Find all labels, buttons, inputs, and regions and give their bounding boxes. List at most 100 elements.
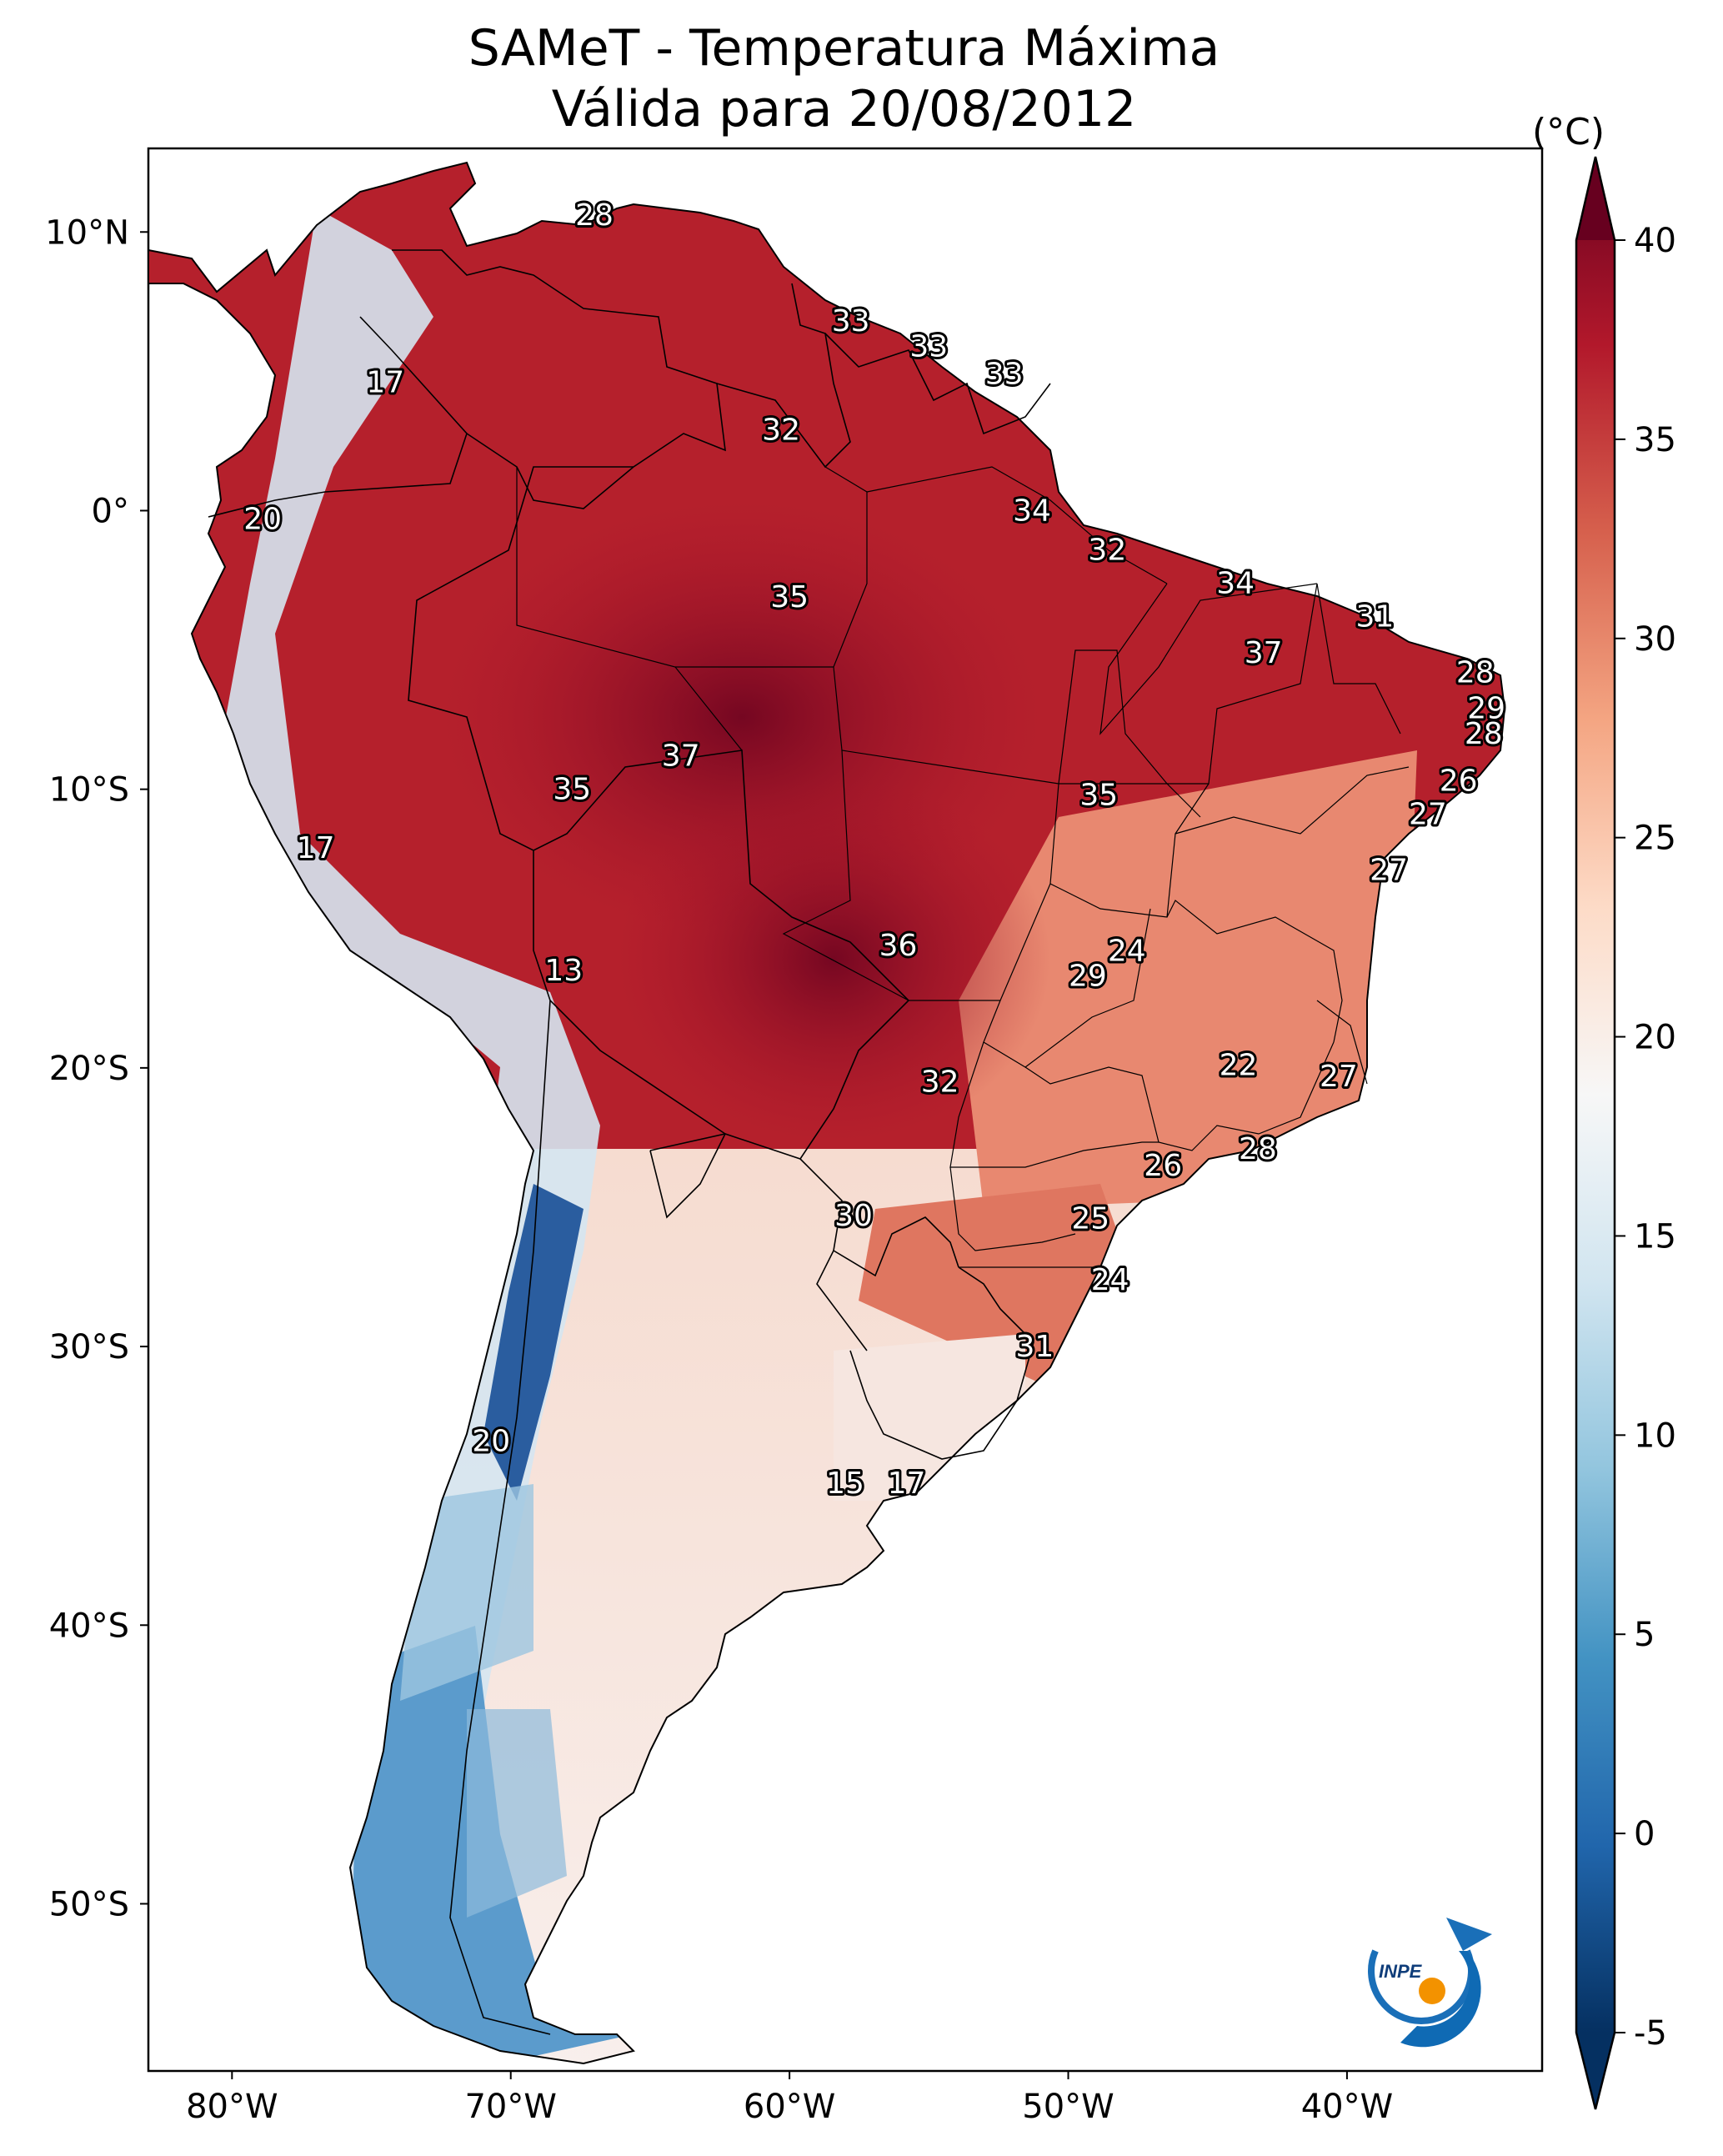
coastline	[148, 161, 1506, 2065]
station-label-halo: 33	[832, 304, 870, 338]
colorbar-tick-label: 5	[1634, 1616, 1655, 1654]
station-label-halo: 20	[472, 1425, 510, 1459]
station-label-halo: 25	[1071, 1201, 1109, 1236]
lat-tick-label: 10°S	[49, 771, 129, 810]
station-label-halo: 28	[575, 198, 614, 233]
station-label-halo: 28	[1456, 655, 1495, 689]
station-label: 28	[1456, 655, 1495, 689]
station-label-halo: 27	[1320, 1060, 1358, 1094]
station-label-halo: 29	[1069, 960, 1107, 994]
station-label: 27	[1320, 1060, 1358, 1094]
station-label: 32	[921, 1065, 959, 1100]
station-label-halo: 15	[826, 1467, 864, 1501]
colorbar-tick-label: 10	[1634, 1416, 1676, 1455]
station-label-halo: 30	[834, 1199, 873, 1233]
station-label-halo: 26	[1144, 1149, 1182, 1183]
station-label-halo: 33	[909, 329, 948, 364]
station-label: 17	[888, 1467, 926, 1501]
lat-tick-label: 20°S	[49, 1050, 129, 1088]
station-label-halo: 17	[366, 366, 404, 400]
station-label: 29	[1467, 692, 1505, 726]
station-label: 34	[1013, 494, 1051, 528]
station-label-halo: 22	[1220, 1049, 1258, 1083]
station-label: 37	[1245, 636, 1283, 670]
station-label: 34	[1216, 566, 1255, 600]
lon-tick-label: 60°W	[744, 2088, 835, 2126]
colorbar: 40 35 30 25 20 15 10 5 0 -5	[1575, 156, 1676, 2110]
station-label: 28	[1465, 717, 1503, 751]
station-label: 26	[1144, 1149, 1182, 1183]
colorbar-unit: (°C)	[1532, 111, 1605, 153]
station-label: 20	[243, 502, 282, 536]
station-label-halo: 34	[1216, 566, 1255, 600]
station-label-halo: 31	[1015, 1330, 1054, 1364]
station-label-halo: 24	[1091, 1263, 1129, 1297]
station-label: 30	[834, 1199, 873, 1233]
station-label-halo: 32	[1088, 533, 1126, 567]
station-label: 22	[1220, 1049, 1258, 1083]
station-label-halo: 35	[1079, 778, 1118, 812]
station-label: 26	[1440, 765, 1478, 799]
station-label-halo: 32	[762, 414, 800, 448]
station-label-halo: 31	[1355, 599, 1394, 634]
station-label-halo: 17	[297, 831, 335, 865]
station-label: 33	[985, 358, 1024, 392]
station-label: 35	[770, 580, 809, 614]
colorbar-tick-label: 35	[1634, 421, 1676, 459]
station-label-halo: 28	[1465, 717, 1503, 751]
station-label-halo: 27	[1370, 854, 1408, 888]
station-label: 28	[575, 198, 614, 233]
colorbar-tick-label: 20	[1634, 1019, 1676, 1057]
inpe-logo: INPE	[1368, 1918, 1492, 2048]
station-label: 32	[1088, 533, 1126, 567]
colorbar-tick-label: 15	[1634, 1217, 1676, 1256]
station-label: 32	[762, 414, 800, 448]
map-title: SAMeT - Temperatura Máxima	[468, 19, 1220, 78]
station-label-halo: 26	[1440, 765, 1478, 799]
station-label: 29	[1069, 960, 1107, 994]
station-label: 31	[1355, 599, 1394, 634]
station-label-halo: 32	[921, 1065, 959, 1100]
lat-tick-label: 10°N	[45, 213, 129, 252]
logo-text: INPE	[1379, 1961, 1423, 1982]
state-borders	[516, 466, 1410, 1268]
station-label: 37	[662, 740, 700, 774]
station-label: 24	[1108, 935, 1146, 969]
colorbar-tick-label: 30	[1634, 620, 1676, 659]
station-label-halo: 29	[1467, 692, 1505, 726]
station-label: 24	[1091, 1263, 1129, 1297]
colorbar-tick-label: -5	[1634, 2014, 1667, 2053]
colorbar-tick-label: 25	[1634, 820, 1676, 858]
station-label: 31	[1015, 1330, 1054, 1364]
region-andes-coldest	[483, 1184, 584, 1501]
station-label: 28	[1239, 1132, 1277, 1166]
station-label-halo: 27	[1409, 798, 1447, 832]
station-label: 33	[832, 304, 870, 338]
station-label-halo: 36	[879, 929, 918, 963]
lat-tick-label: 0°	[92, 492, 129, 530]
station-label: 35	[553, 773, 591, 807]
lat-tick-label: 40°S	[49, 1607, 129, 1645]
lon-tick-label: 40°W	[1301, 2088, 1393, 2126]
station-label: 25	[1071, 1201, 1109, 1236]
station-label: 33	[909, 329, 948, 364]
station-label: 27	[1409, 798, 1447, 832]
colorbar-body	[1576, 157, 1615, 2033]
lon-tick-label: 80°W	[186, 2088, 278, 2126]
colorbar-bottom-arrow	[1576, 2033, 1615, 2109]
station-label-halo: 37	[1245, 636, 1283, 670]
station-label: 15	[826, 1467, 864, 1501]
country-borders	[208, 249, 1051, 2035]
station-label: 17	[297, 831, 335, 865]
station-label-halo: 34	[1013, 494, 1051, 528]
station-label: 35	[1079, 778, 1118, 812]
station-label: 36	[879, 929, 918, 963]
colorbar-top-arrow	[1576, 157, 1615, 240]
station-label: 17	[366, 366, 404, 400]
map-subtitle: Válida para 20/08/2012	[551, 80, 1137, 138]
station-label-halo: 35	[553, 773, 591, 807]
station-label-halo: 28	[1239, 1132, 1277, 1166]
